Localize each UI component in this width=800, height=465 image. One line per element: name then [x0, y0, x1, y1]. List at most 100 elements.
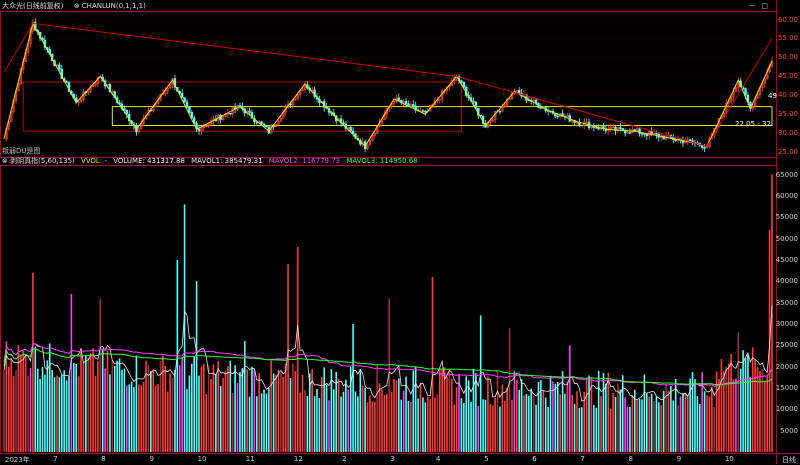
- volume-bar: [662, 390, 665, 452]
- volume-tick-label: 65000: [775, 170, 798, 179]
- volume-bar: [287, 264, 289, 452]
- volume-bar: [171, 377, 174, 452]
- volume-bar: [381, 389, 383, 452]
- candle-body: [684, 141, 687, 144]
- date-tick-label: 2: [342, 455, 347, 463]
- volume-bar: [87, 357, 90, 452]
- volume-bar: [277, 369, 280, 452]
- volume-indicator-name[interactable]: ⊗ 剥阴真指(5,60,135): [2, 157, 75, 165]
- volume-bar: [203, 363, 205, 452]
- volume-bar: [150, 371, 152, 452]
- volume-bar: [511, 399, 513, 452]
- volume-bar: [431, 276, 434, 452]
- volume-bar: [491, 405, 494, 452]
- volume-bar: [537, 381, 540, 452]
- volume-bar: [549, 375, 552, 452]
- volume-bar: [68, 375, 70, 452]
- candle-body: [498, 110, 502, 113]
- candle-body: [147, 109, 150, 116]
- volume-bar: [340, 396, 342, 452]
- candle-body: [265, 125, 268, 128]
- chanlun-segment-line: [3, 22, 773, 147]
- candle-body: [349, 126, 352, 132]
- volume-bar: [660, 405, 663, 452]
- volume-bar: [694, 379, 696, 452]
- volume-bar: [518, 389, 521, 452]
- price-tick-label: 30.00: [777, 129, 798, 138]
- mavol2-value: MAVOL2: 116779.73: [268, 157, 341, 165]
- volume-bar: [708, 396, 711, 452]
- period-label[interactable]: 日线: [782, 456, 796, 464]
- volume-bar: [97, 360, 99, 452]
- volume-bar: [260, 393, 263, 452]
- volume-bar: [304, 390, 306, 452]
- volume-bar: [696, 396, 699, 452]
- volume-bar: [140, 385, 143, 452]
- indicator-label[interactable]: ⊗ CHANLUN(0,1,1,1): [73, 2, 146, 10]
- candle-body: [77, 101, 80, 103]
- volume-bar: [58, 377, 61, 452]
- volume-tick-label: 55000: [775, 213, 798, 222]
- volume-bar: [383, 395, 386, 452]
- volume-bar: [53, 377, 56, 452]
- mavol3-value: MAVOL3: 114950.68: [346, 157, 418, 165]
- candle-body: [732, 91, 735, 98]
- candle-body: [508, 98, 511, 100]
- window-buttons[interactable]: − □: [749, 2, 768, 11]
- volume-bar: [718, 378, 720, 452]
- volume-bar: [193, 356, 195, 452]
- date-tick-label: 9: [676, 455, 682, 463]
- restore-icon[interactable]: □: [761, 2, 768, 10]
- last-price-label: 49: [768, 92, 777, 100]
- volume-bar: [345, 379, 347, 452]
- volume-bar: [467, 380, 470, 452]
- volume-bar: [506, 387, 508, 452]
- volume-bar: [186, 389, 188, 452]
- date-tick-label: 11: [245, 455, 255, 463]
- volume-bar: [713, 407, 716, 452]
- volume-bar: [463, 402, 465, 452]
- volume-bar: [410, 401, 412, 452]
- volume-bar: [672, 400, 675, 452]
- candle-body: [205, 125, 208, 128]
- volume-bar: [554, 383, 557, 452]
- volume-bar: [94, 376, 97, 452]
- candle-body: [763, 78, 766, 84]
- volume-bar: [597, 370, 600, 452]
- candle-body: [79, 99, 83, 102]
- volume-bar: [470, 401, 472, 452]
- volume-bar: [229, 360, 232, 452]
- volume-bar: [20, 354, 22, 452]
- volume-bar: [658, 402, 660, 452]
- volume-bar: [655, 396, 658, 452]
- volume-bar: [234, 365, 236, 452]
- date-tick-label: 8: [628, 455, 634, 463]
- volume-bar: [352, 323, 354, 452]
- volume-bar: [364, 387, 366, 452]
- volume-bar: [629, 406, 631, 452]
- volume-bar: [559, 394, 561, 452]
- volume-bar: [51, 370, 53, 452]
- candle-body: [585, 121, 588, 124]
- candle-body: [566, 115, 569, 117]
- volume-bar: [174, 370, 176, 452]
- volume-bar: [626, 406, 629, 452]
- grid-lines: [0, 19, 776, 153]
- volume-tick-label: 50000: [775, 234, 798, 243]
- volume-bar: [289, 378, 292, 452]
- volume-bar: [402, 390, 405, 452]
- candle-body: [277, 120, 280, 125]
- volume-bar: [624, 397, 626, 452]
- volume-bar: [475, 373, 477, 452]
- volume-bar: [388, 298, 391, 452]
- candle-body: [366, 144, 369, 150]
- volume-bar: [686, 394, 689, 452]
- volume-bar: [111, 360, 114, 452]
- volume-bar: [347, 389, 350, 452]
- volume-tick-label: 5000: [780, 426, 798, 435]
- volume-bar: [265, 393, 268, 452]
- volume-bar: [15, 370, 17, 452]
- volume-bar: [85, 355, 87, 452]
- volume-bar: [142, 381, 145, 452]
- minimize-icon[interactable]: −: [749, 2, 756, 10]
